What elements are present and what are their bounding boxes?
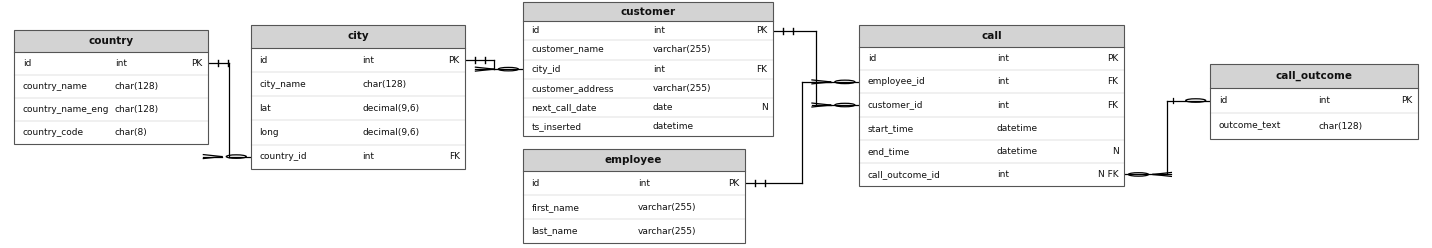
Text: datetime: datetime (653, 122, 695, 131)
Text: start_time: start_time (868, 124, 914, 133)
Text: next_call_date: next_call_date (531, 103, 597, 112)
Text: id: id (259, 56, 268, 64)
Bar (523, 21, 773, 136)
Text: char(128): char(128) (115, 82, 159, 91)
Text: city_id: city_id (531, 65, 561, 74)
Bar (251, 48, 465, 169)
Text: int: int (653, 26, 664, 35)
Text: FK: FK (1107, 77, 1118, 86)
Bar (1210, 64, 1418, 88)
Text: decimal(9,6): decimal(9,6) (362, 104, 420, 113)
Text: int: int (997, 77, 1010, 86)
Text: char(8): char(8) (115, 128, 147, 137)
Text: varchar(255): varchar(255) (639, 227, 696, 236)
Text: ts_inserted: ts_inserted (531, 122, 581, 131)
Text: customer_id: customer_id (868, 100, 924, 110)
Bar (14, 52, 208, 144)
Text: id: id (531, 26, 540, 35)
Bar (523, 149, 745, 243)
Bar (14, 30, 208, 144)
Text: char(128): char(128) (1317, 122, 1362, 131)
Text: long: long (259, 128, 279, 137)
Text: N: N (1111, 147, 1118, 156)
Text: id: id (868, 54, 876, 63)
Text: N FK: N FK (1098, 170, 1118, 179)
Text: PK: PK (1107, 54, 1118, 63)
Text: int: int (362, 56, 374, 64)
Text: int: int (115, 59, 127, 68)
Bar (251, 25, 465, 48)
Bar (859, 25, 1124, 47)
Text: int: int (639, 179, 650, 188)
Text: customer: customer (620, 7, 676, 17)
Text: int: int (1317, 96, 1330, 105)
Text: PK: PK (448, 56, 460, 64)
Text: lat: lat (259, 104, 271, 113)
Text: country_name_eng: country_name_eng (23, 105, 109, 114)
Text: int: int (362, 152, 374, 161)
Text: datetime: datetime (997, 124, 1038, 133)
Text: id: id (23, 59, 32, 68)
Text: country_name: country_name (23, 82, 87, 91)
Bar (523, 2, 773, 21)
Text: customer_address: customer_address (531, 84, 614, 93)
Bar (1210, 88, 1418, 139)
Text: city_name: city_name (259, 80, 306, 89)
Text: PK: PK (190, 59, 202, 68)
Text: varchar(255): varchar(255) (639, 203, 696, 212)
Bar (523, 149, 745, 171)
Text: FK: FK (1107, 100, 1118, 110)
Bar (251, 25, 465, 169)
Text: decimal(9,6): decimal(9,6) (362, 128, 420, 137)
Text: varchar(255): varchar(255) (653, 84, 712, 93)
Text: PK: PK (727, 179, 739, 188)
Text: FK: FK (756, 65, 768, 74)
Text: varchar(255): varchar(255) (653, 45, 712, 54)
Text: char(128): char(128) (115, 105, 159, 114)
Text: id: id (1219, 96, 1227, 105)
Bar (859, 25, 1124, 186)
Text: employee_id: employee_id (868, 77, 925, 86)
Text: N: N (760, 103, 768, 112)
Text: first_name: first_name (531, 203, 580, 212)
Text: PK: PK (1400, 96, 1412, 105)
Text: int: int (997, 54, 1010, 63)
Text: last_name: last_name (531, 227, 577, 236)
Text: date: date (653, 103, 673, 112)
Text: int: int (997, 170, 1010, 179)
Bar (14, 30, 208, 52)
Text: char(128): char(128) (362, 80, 407, 89)
Bar (523, 171, 745, 243)
Text: call: call (981, 31, 1002, 41)
Text: call_outcome: call_outcome (1276, 71, 1352, 81)
Text: int: int (997, 100, 1010, 110)
Text: end_time: end_time (868, 147, 911, 156)
Text: outcome_text: outcome_text (1219, 122, 1282, 131)
Text: datetime: datetime (997, 147, 1038, 156)
Bar (523, 2, 773, 136)
Text: country_code: country_code (23, 128, 84, 137)
Text: int: int (653, 65, 664, 74)
Text: PK: PK (756, 26, 768, 35)
Text: city: city (347, 31, 369, 41)
Text: call_outcome_id: call_outcome_id (868, 170, 941, 179)
Bar (859, 47, 1124, 186)
Text: employee: employee (604, 155, 663, 165)
Text: FK: FK (448, 152, 460, 161)
Text: country_id: country_id (259, 152, 306, 161)
Text: customer_name: customer_name (531, 45, 604, 54)
Text: id: id (531, 179, 540, 188)
Bar (1210, 64, 1418, 139)
Text: country: country (89, 36, 133, 46)
